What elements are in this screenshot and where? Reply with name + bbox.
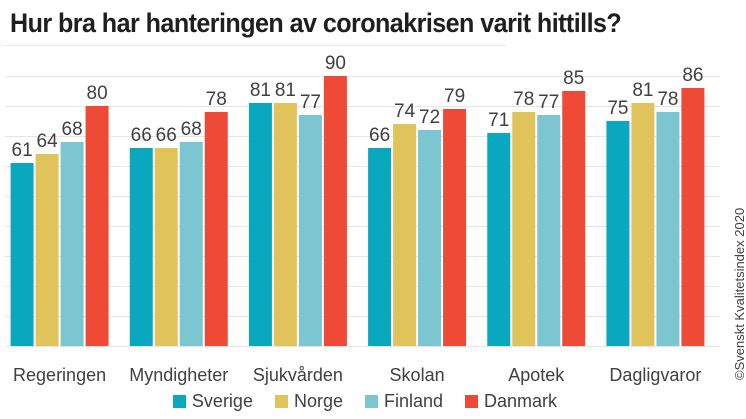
bar-finland-5 <box>656 112 680 346</box>
legend: Sverige Norge Finland Danmark <box>0 391 746 412</box>
data-label: 80 <box>87 83 108 104</box>
bar-sverige-0 <box>10 163 34 346</box>
x-axis-labels: Regeringen Myndigheter Sjukvården Skolan Apo… <box>13 365 701 385</box>
legend-item-norge: Norge <box>274 391 343 412</box>
data-label: 78 <box>513 89 534 110</box>
data-label: 71 <box>488 110 509 131</box>
legend-label: Danmark <box>484 391 558 411</box>
bar-norge-2 <box>273 103 297 346</box>
data-label: 77 <box>300 92 321 113</box>
bar-norge-3 <box>393 124 417 346</box>
legend-label: Norge <box>293 391 343 411</box>
x-tick-label: Regeringen <box>13 365 106 385</box>
bar-norge-4 <box>512 112 536 346</box>
data-label: 86 <box>682 65 703 86</box>
data-label: 68 <box>62 119 83 140</box>
x-tick-label: Skolan <box>390 365 445 385</box>
bar-sverige-1 <box>129 148 153 346</box>
gridlines <box>5 76 720 347</box>
legend-item-danmark: Danmark <box>465 391 557 412</box>
data-label: 66 <box>369 125 390 146</box>
bar-finland-3 <box>418 130 442 346</box>
data-label: 79 <box>444 86 465 107</box>
bar-sverige-3 <box>368 148 392 346</box>
chart-title: Hur bra har hanteringen av coronakrisen … <box>10 8 622 38</box>
data-label: 66 <box>156 125 177 146</box>
bar-norge-1 <box>154 148 178 346</box>
bar-danmark-2 <box>323 76 347 346</box>
bar-sverige-5 <box>606 121 630 346</box>
legend-swatch <box>364 395 378 408</box>
bars <box>10 76 705 346</box>
bar-finland-0 <box>60 142 84 346</box>
data-label: 66 <box>131 125 152 146</box>
data-label: 81 <box>632 80 653 101</box>
data-label: 68 <box>181 119 202 140</box>
legend-label: Finland <box>383 391 444 411</box>
legend-swatch <box>172 395 186 408</box>
bar-danmark-4 <box>562 91 586 346</box>
legend-label: Sverige <box>191 391 253 411</box>
data-label: 78 <box>206 89 227 110</box>
data-label: 72 <box>419 107 440 128</box>
data-label: 77 <box>538 92 559 113</box>
x-tick-label: Dagligvaror <box>609 365 701 385</box>
copyright-annotation: ©Svenskt Kvalitetsindex 2020 <box>732 207 746 380</box>
data-label: 78 <box>657 89 678 110</box>
data-label: 81 <box>250 80 271 101</box>
bar-sverige-2 <box>248 103 272 346</box>
bar-finland-4 <box>537 115 561 346</box>
legend-item-finland: Finland <box>364 391 444 412</box>
x-tick-label: Myndigheter <box>129 365 228 385</box>
data-label: 85 <box>563 68 584 89</box>
data-label: 74 <box>394 101 416 122</box>
data-label: 75 <box>607 98 628 119</box>
bar-sverige-4 <box>487 133 511 346</box>
bar-danmark-3 <box>443 109 467 346</box>
legend-item-sverige: Sverige <box>172 391 253 412</box>
x-tick-label: Apotek <box>508 365 565 385</box>
data-label: 61 <box>12 140 33 161</box>
title-divider <box>2 45 507 46</box>
bar-danmark-0 <box>85 106 109 346</box>
bar-finland-1 <box>179 142 203 346</box>
bar-norge-5 <box>631 103 655 346</box>
bar-finland-2 <box>298 115 322 346</box>
legend-swatch <box>274 395 288 408</box>
data-label: 81 <box>275 80 296 101</box>
x-tick-label: Sjukvården <box>253 365 343 385</box>
data-label: 90 <box>325 53 346 74</box>
bar-danmark-5 <box>681 88 705 346</box>
bar-norge-0 <box>35 154 59 346</box>
data-label: 64 <box>37 131 59 152</box>
bar-danmark-1 <box>204 112 228 346</box>
legend-swatch <box>465 395 479 408</box>
